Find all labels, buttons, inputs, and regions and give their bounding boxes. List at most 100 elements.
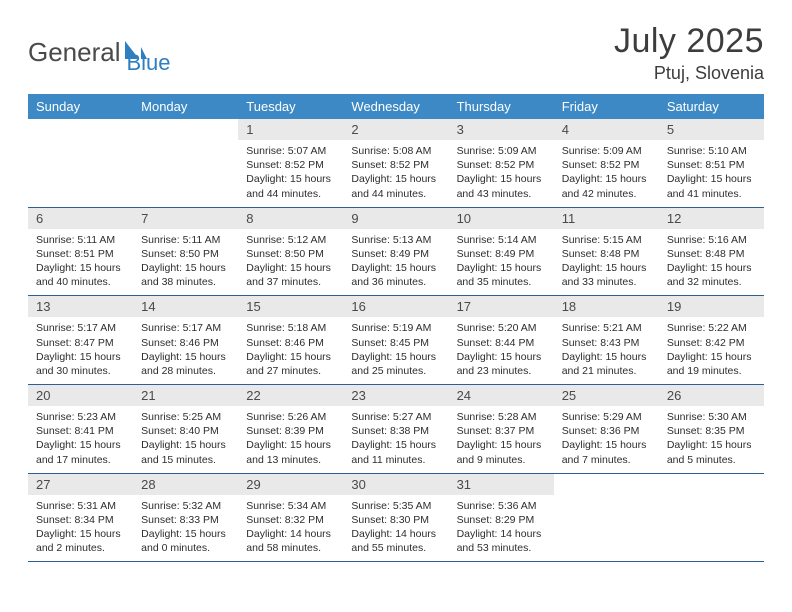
- day-details: Sunrise: 5:10 AMSunset: 8:51 PMDaylight:…: [659, 140, 764, 207]
- logo: General Blue: [28, 22, 171, 76]
- day-number: 3: [449, 119, 554, 140]
- day-details: Sunrise: 5:25 AMSunset: 8:40 PMDaylight:…: [133, 406, 238, 473]
- weekday-header: Monday: [133, 94, 238, 119]
- day-details: Sunrise: 5:07 AMSunset: 8:52 PMDaylight:…: [238, 140, 343, 207]
- day-number: 25: [554, 385, 659, 406]
- day-details: Sunrise: 5:17 AMSunset: 8:46 PMDaylight:…: [133, 317, 238, 384]
- day-details: Sunrise: 5:09 AMSunset: 8:52 PMDaylight:…: [554, 140, 659, 207]
- day-details: Sunrise: 5:08 AMSunset: 8:52 PMDaylight:…: [343, 140, 448, 207]
- location: Ptuj, Slovenia: [614, 63, 764, 84]
- day-number: 31: [449, 474, 554, 495]
- weekday-header: Friday: [554, 94, 659, 119]
- calendar-cell: 29Sunrise: 5:34 AMSunset: 8:32 PMDayligh…: [238, 473, 343, 562]
- calendar-cell: [133, 119, 238, 207]
- day-number: 1: [238, 119, 343, 140]
- day-details: Sunrise: 5:31 AMSunset: 8:34 PMDaylight:…: [28, 495, 133, 562]
- calendar-cell: 25Sunrise: 5:29 AMSunset: 8:36 PMDayligh…: [554, 385, 659, 474]
- day-number: 26: [659, 385, 764, 406]
- calendar-cell: [28, 119, 133, 207]
- weekday-header: Sunday: [28, 94, 133, 119]
- day-number: 5: [659, 119, 764, 140]
- calendar-cell: 15Sunrise: 5:18 AMSunset: 8:46 PMDayligh…: [238, 296, 343, 385]
- day-number: 14: [133, 296, 238, 317]
- calendar-cell: 7Sunrise: 5:11 AMSunset: 8:50 PMDaylight…: [133, 207, 238, 296]
- day-details: Sunrise: 5:11 AMSunset: 8:51 PMDaylight:…: [28, 229, 133, 296]
- day-details: Sunrise: 5:29 AMSunset: 8:36 PMDaylight:…: [554, 406, 659, 473]
- day-number: 10: [449, 208, 554, 229]
- day-details: Sunrise: 5:34 AMSunset: 8:32 PMDaylight:…: [238, 495, 343, 562]
- calendar-cell: 28Sunrise: 5:32 AMSunset: 8:33 PMDayligh…: [133, 473, 238, 562]
- day-details: Sunrise: 5:26 AMSunset: 8:39 PMDaylight:…: [238, 406, 343, 473]
- weekday-header: Saturday: [659, 94, 764, 119]
- day-number: 4: [554, 119, 659, 140]
- calendar-head: SundayMondayTuesdayWednesdayThursdayFrid…: [28, 94, 764, 119]
- day-details: Sunrise: 5:17 AMSunset: 8:47 PMDaylight:…: [28, 317, 133, 384]
- calendar-cell: [659, 473, 764, 562]
- calendar-cell: 12Sunrise: 5:16 AMSunset: 8:48 PMDayligh…: [659, 207, 764, 296]
- day-details: Sunrise: 5:32 AMSunset: 8:33 PMDaylight:…: [133, 495, 238, 562]
- weekday-header: Thursday: [449, 94, 554, 119]
- day-number: 23: [343, 385, 448, 406]
- calendar-cell: 6Sunrise: 5:11 AMSunset: 8:51 PMDaylight…: [28, 207, 133, 296]
- day-number: 27: [28, 474, 133, 495]
- day-details: Sunrise: 5:22 AMSunset: 8:42 PMDaylight:…: [659, 317, 764, 384]
- calendar-cell: 3Sunrise: 5:09 AMSunset: 8:52 PMDaylight…: [449, 119, 554, 207]
- calendar-cell: 17Sunrise: 5:20 AMSunset: 8:44 PMDayligh…: [449, 296, 554, 385]
- day-number: 11: [554, 208, 659, 229]
- calendar-cell: 13Sunrise: 5:17 AMSunset: 8:47 PMDayligh…: [28, 296, 133, 385]
- day-number: 28: [133, 474, 238, 495]
- day-number: 20: [28, 385, 133, 406]
- calendar-cell: 18Sunrise: 5:21 AMSunset: 8:43 PMDayligh…: [554, 296, 659, 385]
- calendar-cell: 27Sunrise: 5:31 AMSunset: 8:34 PMDayligh…: [28, 473, 133, 562]
- day-details: Sunrise: 5:21 AMSunset: 8:43 PMDaylight:…: [554, 317, 659, 384]
- day-details: Sunrise: 5:16 AMSunset: 8:48 PMDaylight:…: [659, 229, 764, 296]
- weekday-header: Tuesday: [238, 94, 343, 119]
- logo-text-2: Blue: [127, 50, 171, 76]
- calendar-cell: 31Sunrise: 5:36 AMSunset: 8:29 PMDayligh…: [449, 473, 554, 562]
- calendar-cell: 23Sunrise: 5:27 AMSunset: 8:38 PMDayligh…: [343, 385, 448, 474]
- logo-text-1: General: [28, 37, 121, 68]
- day-number: 2: [343, 119, 448, 140]
- day-number: 13: [28, 296, 133, 317]
- day-details: Sunrise: 5:15 AMSunset: 8:48 PMDaylight:…: [554, 229, 659, 296]
- calendar-cell: 11Sunrise: 5:15 AMSunset: 8:48 PMDayligh…: [554, 207, 659, 296]
- day-number: 7: [133, 208, 238, 229]
- calendar-cell: 5Sunrise: 5:10 AMSunset: 8:51 PMDaylight…: [659, 119, 764, 207]
- calendar-cell: 1Sunrise: 5:07 AMSunset: 8:52 PMDaylight…: [238, 119, 343, 207]
- day-number: 15: [238, 296, 343, 317]
- weekday-header: Wednesday: [343, 94, 448, 119]
- calendar-table: SundayMondayTuesdayWednesdayThursdayFrid…: [28, 94, 764, 562]
- day-details: Sunrise: 5:20 AMSunset: 8:44 PMDaylight:…: [449, 317, 554, 384]
- calendar-cell: 22Sunrise: 5:26 AMSunset: 8:39 PMDayligh…: [238, 385, 343, 474]
- day-number: 18: [554, 296, 659, 317]
- day-details: Sunrise: 5:14 AMSunset: 8:49 PMDaylight:…: [449, 229, 554, 296]
- day-number: 8: [238, 208, 343, 229]
- day-number: 9: [343, 208, 448, 229]
- calendar-cell: 26Sunrise: 5:30 AMSunset: 8:35 PMDayligh…: [659, 385, 764, 474]
- calendar-cell: 20Sunrise: 5:23 AMSunset: 8:41 PMDayligh…: [28, 385, 133, 474]
- calendar-body: 1Sunrise: 5:07 AMSunset: 8:52 PMDaylight…: [28, 119, 764, 562]
- calendar-cell: 24Sunrise: 5:28 AMSunset: 8:37 PMDayligh…: [449, 385, 554, 474]
- day-details: Sunrise: 5:35 AMSunset: 8:30 PMDaylight:…: [343, 495, 448, 562]
- day-number: 19: [659, 296, 764, 317]
- day-number: 6: [28, 208, 133, 229]
- calendar-cell: 21Sunrise: 5:25 AMSunset: 8:40 PMDayligh…: [133, 385, 238, 474]
- calendar-cell: [554, 473, 659, 562]
- day-details: Sunrise: 5:13 AMSunset: 8:49 PMDaylight:…: [343, 229, 448, 296]
- day-number: 29: [238, 474, 343, 495]
- day-number: 21: [133, 385, 238, 406]
- day-details: Sunrise: 5:23 AMSunset: 8:41 PMDaylight:…: [28, 406, 133, 473]
- day-number: 24: [449, 385, 554, 406]
- day-number: 17: [449, 296, 554, 317]
- calendar-cell: 14Sunrise: 5:17 AMSunset: 8:46 PMDayligh…: [133, 296, 238, 385]
- day-number: 22: [238, 385, 343, 406]
- header: General Blue July 2025 Ptuj, Slovenia: [28, 22, 764, 84]
- calendar-cell: 9Sunrise: 5:13 AMSunset: 8:49 PMDaylight…: [343, 207, 448, 296]
- day-details: Sunrise: 5:11 AMSunset: 8:50 PMDaylight:…: [133, 229, 238, 296]
- day-details: Sunrise: 5:27 AMSunset: 8:38 PMDaylight:…: [343, 406, 448, 473]
- title-block: July 2025 Ptuj, Slovenia: [614, 22, 764, 84]
- calendar-cell: 2Sunrise: 5:08 AMSunset: 8:52 PMDaylight…: [343, 119, 448, 207]
- month-title: July 2025: [614, 22, 764, 61]
- calendar-cell: 19Sunrise: 5:22 AMSunset: 8:42 PMDayligh…: [659, 296, 764, 385]
- day-details: Sunrise: 5:18 AMSunset: 8:46 PMDaylight:…: [238, 317, 343, 384]
